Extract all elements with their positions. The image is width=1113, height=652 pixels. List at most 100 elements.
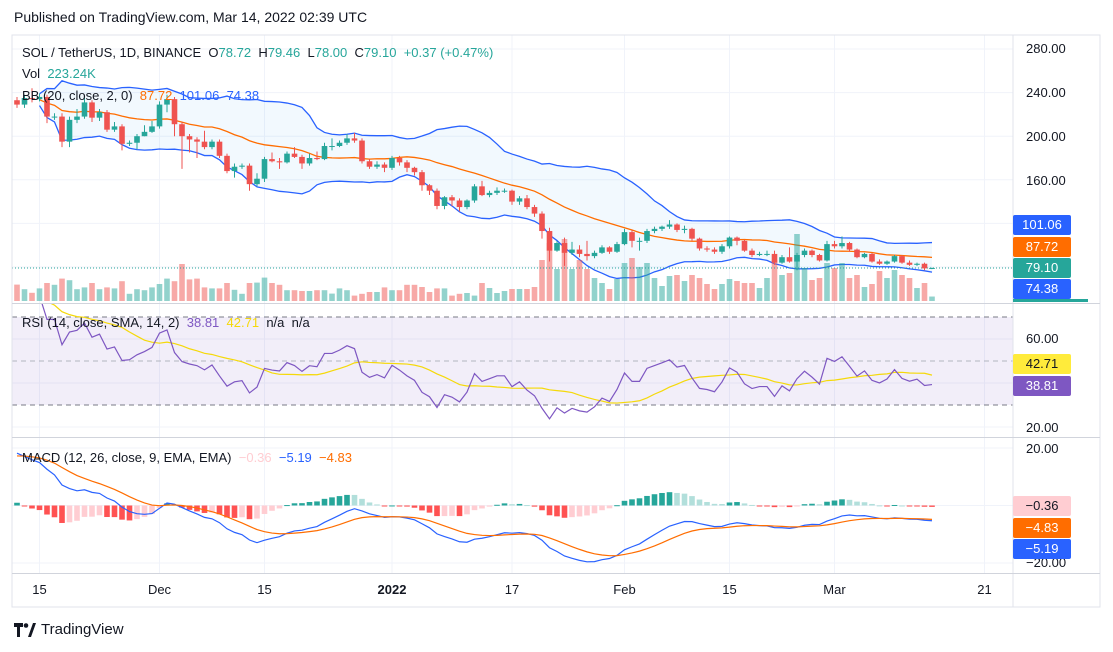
- published-caption: Published on TradingView.com, Mar 14, 20…: [14, 9, 368, 25]
- candle-body: [719, 246, 725, 252]
- volume-bar: [674, 275, 680, 301]
- candle-body: [269, 159, 275, 162]
- candle-body: [29, 98, 35, 100]
- macd-histogram-bar: [876, 505, 883, 507]
- macd-histogram-bar: [846, 499, 853, 506]
- volume-bar: [711, 289, 718, 301]
- volume-bar: [494, 293, 500, 301]
- volume-bar: [914, 288, 920, 301]
- candle-body: [389, 158, 395, 168]
- rsi-label: RSI (14, close, SMA, 14, 2): [22, 315, 180, 330]
- macd-histogram-bar: [524, 505, 530, 507]
- volume-bar: [329, 293, 335, 301]
- candle-body: [696, 238, 703, 249]
- macd-histogram-bar: [899, 505, 905, 507]
- candle-body: [201, 141, 208, 148]
- bb-lower-tag: 74.38: [1013, 279, 1071, 299]
- rsi-na-1: n/a: [266, 315, 285, 330]
- tradingview-logo[interactable]: TradingView: [14, 621, 124, 638]
- candle-body: [291, 153, 298, 157]
- low-value: 78.00: [314, 45, 348, 60]
- candle-body: [779, 257, 785, 263]
- macd-histogram-bar: [246, 505, 253, 520]
- candle-body: [359, 140, 365, 162]
- macd-histogram-bar: [284, 505, 290, 507]
- bb-legend[interactable]: BB (20, close, 2, 0) 87.72 101.06 74.38: [22, 88, 259, 103]
- candle-body: [171, 99, 178, 125]
- rsi-legend[interactable]: RSI (14, close, SMA, 14, 2) 38.81 42.71 …: [22, 315, 310, 330]
- candle-body: [179, 124, 185, 137]
- volume-bar: [374, 292, 380, 301]
- candle-body: [134, 136, 140, 143]
- candle-body: [831, 244, 838, 247]
- candle-body: [674, 224, 680, 230]
- candle-body: [96, 112, 103, 118]
- macd-histogram-bar: [366, 502, 373, 506]
- volume-bar: [36, 288, 43, 301]
- macd-histogram-bar: [81, 505, 88, 517]
- bb-basis-line: [39, 99, 933, 259]
- volume-bar: [74, 289, 80, 301]
- macd-histogram-bar: [906, 505, 913, 507]
- macd-histogram-bar: [666, 492, 673, 506]
- macd-histogram-bar: [644, 495, 650, 506]
- candle-body: [869, 253, 875, 262]
- candle-body: [36, 96, 43, 100]
- volume-bar: [921, 283, 928, 301]
- macd-histogram-bar: [831, 500, 838, 506]
- candle-body: [149, 126, 155, 132]
- macd-histogram-bar: [344, 494, 350, 506]
- volume-bar: [449, 295, 455, 301]
- macd-histogram-bar: [584, 505, 590, 516]
- candle-body: [509, 190, 515, 202]
- tradingview-logo-icon: [14, 622, 36, 637]
- volume-bar: [884, 278, 890, 301]
- candle-body: [441, 197, 448, 206]
- macd-histogram-bar: [36, 505, 43, 511]
- volume-label: Vol: [22, 66, 41, 81]
- macd-hist-tag: −0.36: [1013, 496, 1071, 516]
- time-axis-label: Mar: [823, 582, 846, 597]
- candle-body: [471, 186, 478, 201]
- macd-histogram-bar: [51, 505, 58, 518]
- volume-bar: [659, 286, 665, 301]
- macd-histogram-bar: [681, 493, 688, 506]
- candle-body: [479, 186, 485, 196]
- macd-histogram-bar: [614, 505, 620, 507]
- macd-histogram-bar: [209, 505, 215, 513]
- candle-body: [606, 247, 613, 252]
- macd-histogram-bar: [494, 504, 500, 506]
- volume-legend[interactable]: Vol 223.24K: [22, 66, 96, 81]
- volume-bar: [269, 283, 275, 301]
- volume-bar: [366, 292, 373, 301]
- candle-body: [704, 248, 710, 250]
- candle-body: [659, 226, 665, 229]
- macd-histogram-bar: [651, 494, 658, 506]
- symbol-legend[interactable]: SOL / TetherUS, 1D, BINANCE O78.72 H79.4…: [22, 45, 493, 60]
- rsi-pane[interactable]: [12, 295, 1013, 420]
- macd-histogram-bar: [119, 505, 125, 520]
- macd-histogram-bar: [509, 504, 515, 506]
- volume-bar: [539, 260, 545, 301]
- volume-value: 223.24K: [47, 66, 96, 81]
- macd-histogram-bar: [396, 505, 403, 507]
- volume-bar: [104, 287, 110, 301]
- symbol-title: SOL / TetherUS, 1D, BINANCE: [22, 45, 202, 60]
- macd-pane[interactable]: [14, 452, 935, 563]
- volume-bar: [779, 275, 785, 301]
- volume-bar: [854, 275, 860, 301]
- macd-histogram-bar: [816, 504, 823, 506]
- macd-histogram-bar: [471, 505, 478, 511]
- volume-bar: [666, 276, 673, 301]
- bb-basis-value: 87.72: [139, 88, 173, 103]
- volume-bar: [861, 287, 868, 301]
- macd-signal-value: −4.83: [319, 450, 352, 465]
- candle-body: [426, 185, 433, 191]
- volume-bar: [246, 283, 253, 301]
- macd-histogram-bar: [419, 505, 425, 511]
- macd-histogram-bar: [89, 505, 95, 517]
- price-pane[interactable]: [12, 80, 1013, 301]
- macd-histogram-bar: [321, 498, 328, 506]
- macd-legend[interactable]: MACD (12, 26, close, 9, EMA, EMA) −0.36 …: [22, 450, 352, 465]
